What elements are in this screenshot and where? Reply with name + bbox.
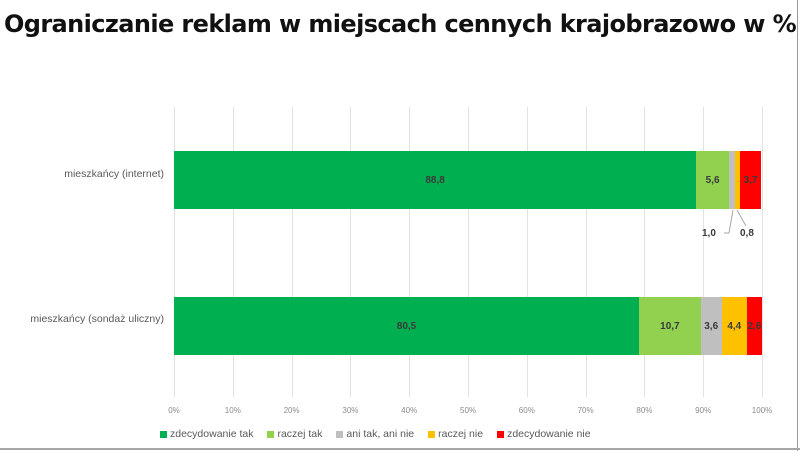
legend-label: raczej tak [277,428,323,440]
bar-segment: 80,5 [174,297,639,355]
data-label: 2,6 [747,320,762,332]
legend-label: ani tak, ani nie [346,428,415,440]
leader-line-ani-tak [724,209,734,234]
x-tick-label: 10% [224,406,241,415]
data-label-ani-tak-internet: 1,0 [702,228,716,239]
chart-title: Ograniczanie reklam w miejscach cennych … [3,10,797,38]
x-tick-label: 20% [283,406,300,415]
x-tick-label: 100% [751,406,773,415]
category-label: mieszkańcy (sondaż uliczny) [30,313,164,325]
data-label: 3,6 [704,320,719,332]
gridline [468,107,469,397]
frame-border-right [797,0,798,451]
gridline [174,107,175,397]
x-tick-label: 30% [342,406,359,415]
gridline [644,107,645,397]
bar-segment: 2,6 [746,297,762,355]
gridline [409,107,410,397]
data-label-raczej-nie-internet: 0,8 [740,228,754,239]
bar-segment [734,151,740,209]
legend-item: zdecydowanie nie [497,428,591,440]
legend-swatch-icon [336,430,344,438]
bar-segment: 3,7 [739,151,762,209]
stacked-bar: 88,8 5,6 3,7 [174,151,762,209]
frame-border-bottom [0,448,800,450]
legend-item: ani tak, ani nie [336,428,414,440]
category-label: mieszkańcy (internet) [64,168,164,180]
data-label: 10,7 [660,320,680,332]
legend-label: zdecydowanie nie [507,428,591,440]
bar-segment: 3,6 [700,297,722,355]
x-tick-label: 80% [636,406,653,415]
bar-segment: 5,6 [696,151,730,209]
gridline [350,107,351,397]
gridline [233,107,234,397]
legend-label: raczej nie [438,428,484,440]
bar-segment [729,151,735,209]
data-label: 3,7 [743,174,758,186]
legend-label: zdecydowanie tak [170,428,254,440]
gridline [527,107,528,397]
bar-segment: 4,4 [721,297,747,355]
data-label: 88,8 [425,174,445,186]
gridline [762,107,763,397]
x-tick-label: 60% [518,406,535,415]
x-tick-label: 0% [168,406,180,415]
gridline [586,107,587,397]
leader-line-raczej-nie [736,209,747,227]
legend-swatch-icon [497,430,505,438]
legend-item: zdecydowanie tak [160,428,253,440]
x-tick-label: 40% [401,406,418,415]
x-tick-label: 70% [577,406,594,415]
gridline [292,107,293,397]
data-label: 5,6 [705,174,720,186]
gridline [703,107,704,397]
bar-segment: 10,7 [639,297,701,355]
legend-item: raczej nie [428,428,483,440]
x-tick-label: 50% [459,406,477,415]
data-label: 80,5 [396,320,417,332]
bar-segment: 88,8 [174,151,697,209]
legend: zdecydowanie tak raczej tak ani tak, ani n… [160,428,591,440]
data-label: 4,4 [727,320,742,332]
stacked-bar: 80,5 10,7 3,6 4,4 2,6 [174,297,762,355]
legend-swatch-icon [428,430,436,438]
legend-item: raczej tak [267,428,322,440]
plot-area: 88,8 5,6 3,7 80,5 10,7 3,6 4,4 2,6 [174,107,763,397]
legend-swatch-icon [160,430,167,438]
x-tick-label: 90% [695,406,712,415]
legend-swatch-icon [267,430,275,438]
